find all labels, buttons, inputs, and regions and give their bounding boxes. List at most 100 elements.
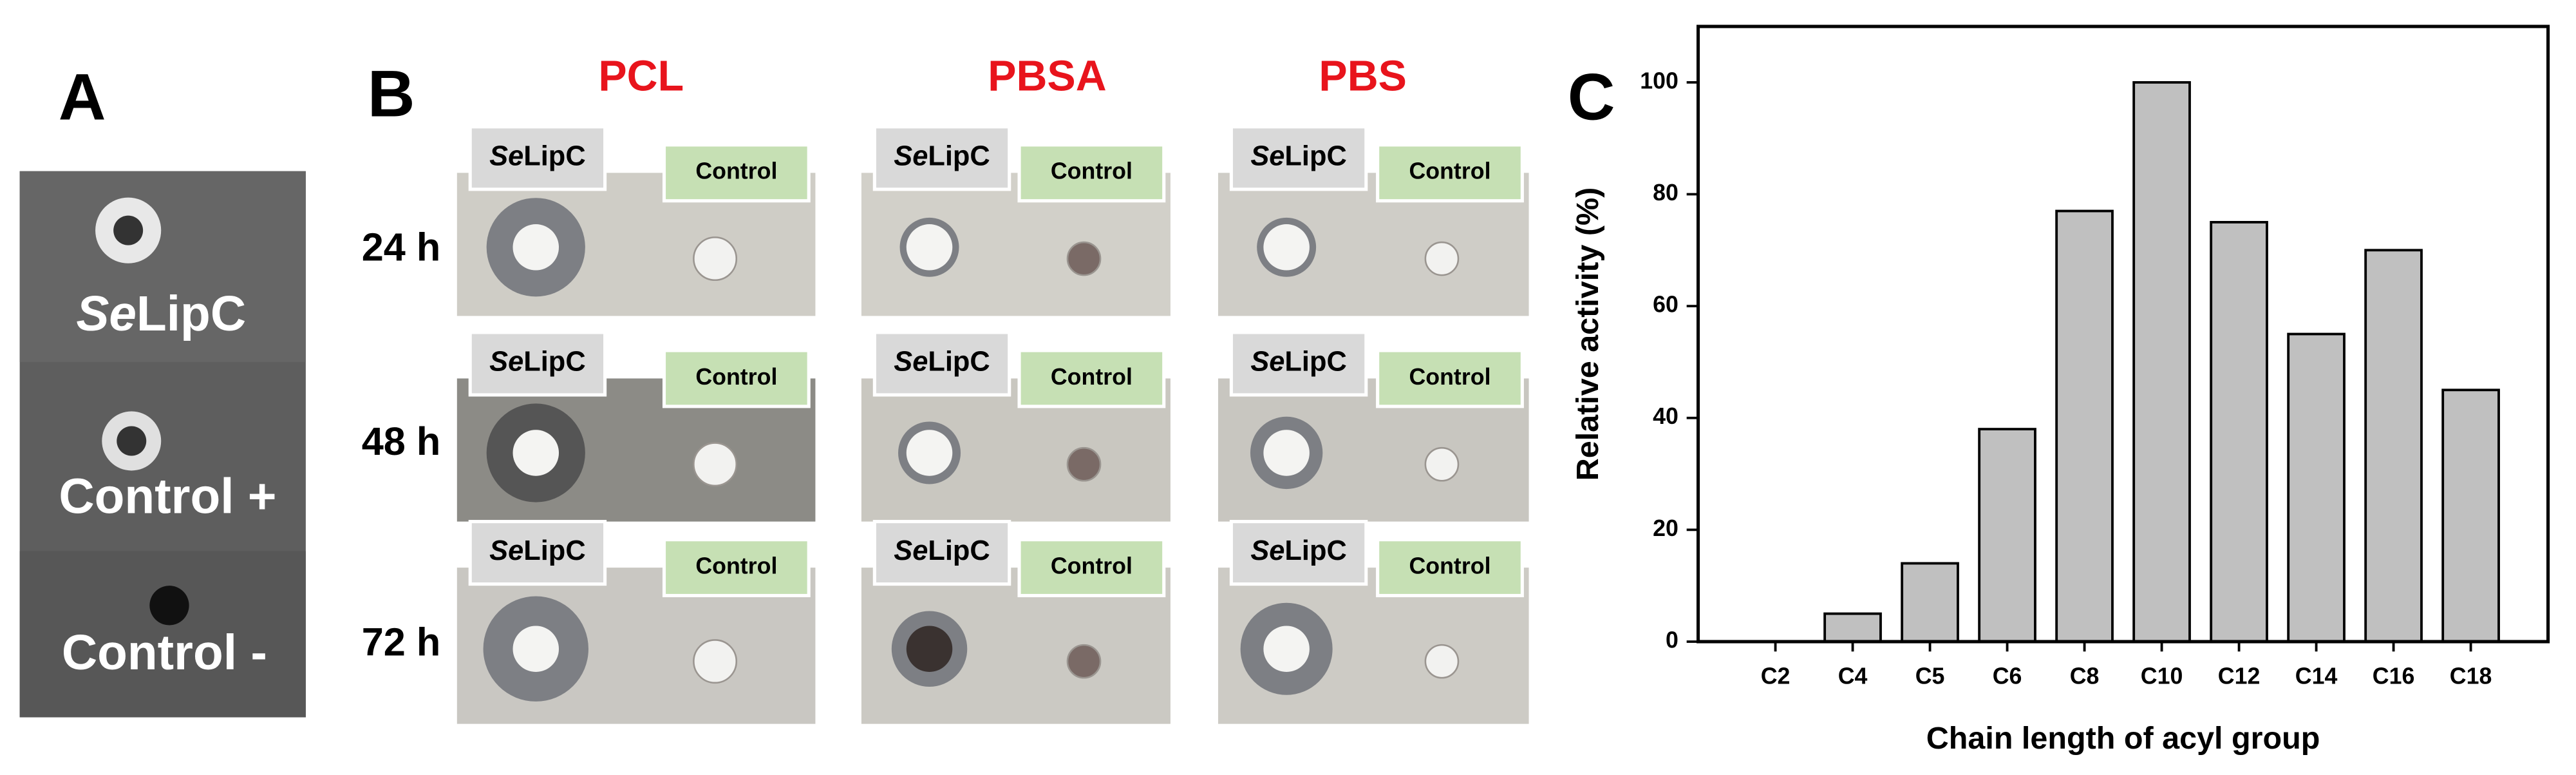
plot-frame bbox=[1696, 24, 2550, 644]
tag bbox=[662, 538, 811, 598]
photo-tile bbox=[19, 551, 306, 718]
sample-label: SeLipC bbox=[894, 536, 990, 567]
colony bbox=[1263, 626, 1310, 672]
colony bbox=[693, 639, 738, 684]
sample-label: Control - bbox=[62, 626, 267, 680]
italic-part: Se bbox=[76, 287, 136, 341]
bar bbox=[2441, 388, 2500, 643]
bar bbox=[2132, 81, 2191, 643]
control-tag: Control bbox=[695, 553, 777, 579]
control-tag: Control bbox=[1051, 364, 1133, 390]
regular-part: LipC bbox=[928, 347, 990, 378]
sample-label: SeLipC bbox=[76, 287, 246, 341]
control-tag: Control bbox=[1409, 553, 1490, 579]
sample-label: SeLipC bbox=[489, 347, 585, 378]
tag bbox=[662, 143, 811, 203]
tag bbox=[872, 125, 1011, 191]
row-label: 72 h bbox=[362, 620, 441, 664]
bar bbox=[1823, 612, 1882, 643]
regular-part: LipC bbox=[928, 536, 990, 567]
x-tick-label: C2 bbox=[1761, 664, 1791, 689]
italic-part: Se bbox=[1250, 141, 1284, 172]
regular-part: LipC bbox=[1284, 536, 1346, 567]
x-tick-label: C12 bbox=[2218, 664, 2261, 689]
regular-part: LipC bbox=[523, 347, 585, 378]
italic-part: Se bbox=[489, 536, 523, 567]
column-title: PCL bbox=[598, 52, 684, 100]
y-tick-label: 20 bbox=[1653, 515, 1678, 541]
tag bbox=[1229, 125, 1368, 191]
row-label: 24 h bbox=[362, 225, 441, 269]
tag bbox=[468, 520, 607, 586]
control-tag: Control bbox=[1409, 364, 1490, 390]
tag bbox=[1376, 349, 1524, 408]
tag bbox=[468, 125, 607, 191]
colony bbox=[512, 430, 559, 476]
tag bbox=[1229, 520, 1368, 586]
tag bbox=[468, 330, 607, 397]
x-tick-label: C10 bbox=[2141, 664, 2183, 689]
x-axis-title: Chain length of acyl group bbox=[1926, 721, 2320, 756]
x-tick-label: C18 bbox=[2450, 664, 2492, 689]
colony bbox=[693, 442, 738, 487]
bar bbox=[2364, 249, 2423, 643]
x-tick-label: C8 bbox=[2070, 664, 2100, 689]
regular-part: LipC bbox=[523, 536, 585, 567]
bar bbox=[2210, 220, 2268, 643]
regular-part: LipC bbox=[1284, 141, 1346, 172]
tag bbox=[1376, 538, 1524, 598]
italic-part: Se bbox=[894, 141, 928, 172]
tag bbox=[662, 349, 811, 408]
sample-label: SeLipC bbox=[489, 141, 585, 172]
tag bbox=[1229, 330, 1368, 397]
colony bbox=[693, 236, 738, 282]
colony bbox=[1263, 224, 1310, 271]
y-tick-label: 40 bbox=[1653, 403, 1678, 429]
bar bbox=[1978, 428, 2036, 643]
bar bbox=[2055, 209, 2114, 643]
colony bbox=[906, 626, 953, 672]
colony bbox=[1066, 644, 1102, 679]
regular-part: LipC bbox=[1284, 347, 1346, 378]
x-tick-label: C5 bbox=[1915, 664, 1945, 689]
colony bbox=[149, 586, 189, 626]
photo-tile bbox=[19, 171, 306, 362]
sample-label: SeLipC bbox=[1250, 347, 1346, 378]
regular-part: LipC bbox=[523, 141, 585, 172]
tag bbox=[1017, 349, 1166, 408]
column-title: PBSA bbox=[988, 52, 1106, 100]
colony bbox=[906, 224, 953, 271]
regular-part: LipC bbox=[136, 287, 246, 341]
control-tag: Control bbox=[1051, 553, 1133, 579]
colony bbox=[1263, 430, 1310, 476]
tag bbox=[1376, 143, 1524, 203]
column-title: PBS bbox=[1319, 52, 1406, 100]
y-tick-label: 0 bbox=[1666, 627, 1678, 653]
panel-label: C bbox=[1568, 60, 1615, 133]
sample-label: Control + bbox=[59, 470, 276, 524]
colony bbox=[1424, 241, 1460, 276]
x-tick-label: C14 bbox=[2295, 664, 2338, 689]
italic-part: Se bbox=[1250, 347, 1284, 378]
sample-label: SeLipC bbox=[1250, 141, 1346, 172]
tag bbox=[1017, 538, 1166, 598]
tag bbox=[872, 520, 1011, 586]
sample-label: SeLipC bbox=[1250, 536, 1346, 567]
y-tick-label: 100 bbox=[1640, 68, 1678, 93]
tag bbox=[1017, 143, 1166, 203]
italic-part: Se bbox=[489, 141, 523, 172]
italic-part: Se bbox=[894, 347, 928, 378]
control-tag: Control bbox=[1051, 158, 1133, 184]
sample-label: SeLipC bbox=[894, 347, 990, 378]
colony bbox=[512, 626, 559, 672]
bar bbox=[2287, 332, 2346, 643]
colony bbox=[1066, 241, 1102, 276]
sample-label: SeLipC bbox=[894, 141, 990, 172]
colony bbox=[512, 224, 559, 271]
colony bbox=[1424, 644, 1460, 679]
control-tag: Control bbox=[695, 158, 777, 184]
x-tick-label: C6 bbox=[1993, 664, 2022, 689]
colony bbox=[113, 215, 144, 245]
panel-label: A bbox=[59, 60, 106, 133]
